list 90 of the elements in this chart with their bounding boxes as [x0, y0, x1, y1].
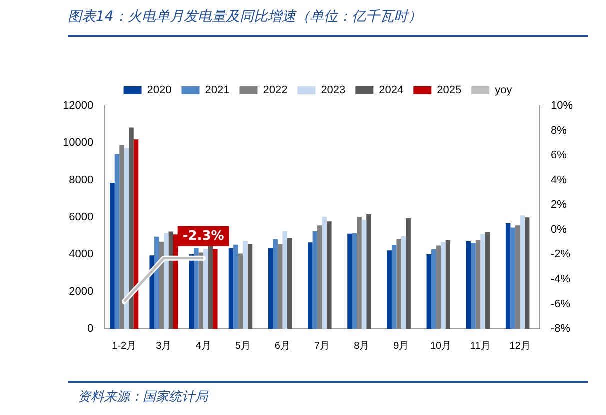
bar [243, 241, 248, 329]
x-tick-label: 1-2月 [112, 340, 137, 352]
y-tick-label: 8000 [69, 174, 94, 186]
bar [110, 183, 115, 329]
y2-tick-label: 4% [550, 174, 568, 186]
y-tick-label: 4000 [69, 248, 94, 261]
y2-tick-label: 10% [550, 100, 574, 112]
bar [273, 239, 278, 329]
bar [471, 242, 476, 329]
y-tick-label: 2000 [69, 286, 94, 298]
bar [352, 233, 358, 329]
bar [168, 232, 174, 329]
bar [426, 254, 432, 329]
bar [129, 128, 134, 329]
bar [366, 214, 372, 329]
legend-label: 2022 [263, 84, 288, 97]
bar [327, 222, 332, 329]
x-tick-label: 6月 [274, 340, 290, 352]
bar [282, 231, 288, 329]
bar [228, 248, 234, 329]
bar [510, 228, 516, 329]
x-tick-label: 5月 [235, 340, 251, 352]
x-tick-label: 10月 [430, 340, 452, 352]
bar [124, 148, 130, 329]
x-tick-label: 3月 [156, 340, 172, 352]
bar [159, 242, 164, 329]
bar [387, 250, 392, 329]
x-tick-label: 7月 [314, 340, 330, 352]
bar [441, 242, 446, 329]
y-tick-label: 10000 [62, 137, 94, 150]
text: 资料来源：国家统计局 [78, 389, 208, 406]
bar [357, 216, 362, 329]
y-tick-label: 0 [87, 323, 94, 336]
bar [506, 223, 511, 329]
bar [362, 220, 367, 329]
bar [436, 246, 442, 329]
bar [485, 232, 490, 329]
bar [268, 248, 274, 329]
y2-tick-label: 8% [550, 124, 568, 137]
bar [401, 236, 406, 329]
y2-tick-label: -4% [550, 273, 571, 286]
bar [318, 226, 322, 329]
x-tick-label: 11月 [470, 340, 491, 352]
bar [446, 240, 451, 329]
legend-label: yoy [495, 84, 513, 97]
legend-label: 2021 [205, 84, 230, 97]
bar [234, 244, 238, 329]
bar [287, 238, 292, 329]
bar [392, 245, 397, 329]
chart-title: 图表14：火电单月发电量及同比增速（单位：亿千瓦时） [68, 8, 422, 26]
bar [238, 254, 244, 329]
bar [204, 249, 208, 329]
x-tick-label: 8月 [354, 340, 370, 352]
legend-label: 2023 [321, 84, 346, 97]
y2-tick-label: 2% [550, 199, 568, 212]
legend-label: 2025 [437, 84, 462, 97]
bar [194, 248, 199, 329]
legend-label: 2024 [379, 84, 404, 97]
y2-tick-label: 6% [550, 150, 568, 162]
bar [208, 246, 214, 329]
y2-tick-label: -8% [550, 323, 571, 336]
bar [120, 145, 124, 329]
y2-tick-label: 0% [550, 224, 568, 236]
legend-label: 2020 [147, 84, 172, 97]
bar [466, 241, 472, 329]
bar [515, 226, 520, 329]
bar [432, 249, 436, 329]
bar [322, 216, 328, 329]
y-tick-label: 12000 [62, 100, 94, 112]
x-tick-label: 4月 [196, 340, 212, 352]
bar [406, 218, 411, 329]
bar [114, 154, 120, 329]
bar [480, 234, 486, 329]
bar [278, 244, 283, 329]
data-label: -2.3% [182, 228, 224, 244]
bar [213, 249, 218, 329]
bar [308, 242, 313, 329]
y-tick-label: 6000 [69, 212, 94, 224]
bar [348, 234, 352, 329]
bar [134, 140, 139, 329]
bar [520, 216, 525, 329]
y2-tick-label: -2% [550, 248, 571, 261]
bar [312, 231, 318, 329]
x-tick-label: 9月 [394, 340, 410, 352]
bar [248, 244, 253, 329]
bar [476, 240, 481, 329]
y2-tick-label: -6% [550, 298, 571, 310]
bar [524, 218, 530, 329]
x-tick-label: 12月 [510, 340, 531, 352]
bar [396, 239, 402, 329]
